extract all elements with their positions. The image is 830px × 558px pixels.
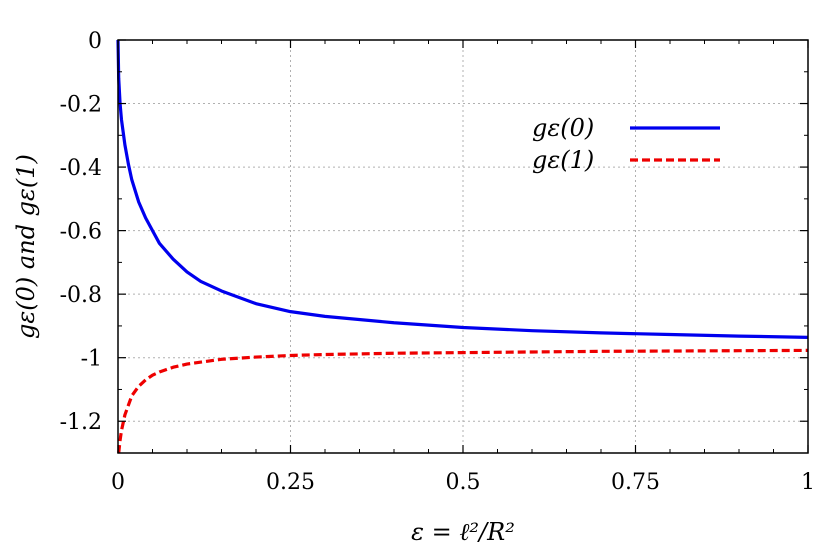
y-tick-label: -0.2: [60, 93, 102, 118]
y-axis-label: gε(0) and gε(1): [12, 154, 40, 339]
x-tick-label: 0: [111, 470, 125, 495]
y-tick-label: -0.8: [60, 283, 102, 308]
series-line-1: [116, 39, 809, 339]
x-tick-label: 0.25: [266, 470, 315, 495]
x-tick-label: 0.75: [611, 470, 660, 495]
y-tick-label: -0.6: [60, 220, 102, 245]
legend-label-2: gε(1): [532, 146, 594, 174]
ticks-group: 0 0.25 0.5 0.75 1 0 -0.2 -0.4 -0.6 -0.8 -1 -1.2: [60, 29, 815, 495]
legend-label-1: gε(0): [532, 114, 594, 142]
grid: [118, 40, 808, 453]
x-axis-label: ε = ℓ²/R²: [411, 518, 515, 546]
y-tick-label: -1.2: [60, 410, 102, 435]
legend: gε(0) gε(1): [532, 114, 720, 174]
x-tick-label: 1: [801, 470, 815, 495]
series-group: [116, 39, 809, 454]
x-tick-label: 0.5: [446, 470, 481, 495]
y-tick-label: -0.4: [60, 156, 102, 181]
series-line-2: [117, 348, 809, 454]
y-tick-label: 0: [88, 29, 102, 54]
y-tick-label: -1: [81, 347, 102, 372]
